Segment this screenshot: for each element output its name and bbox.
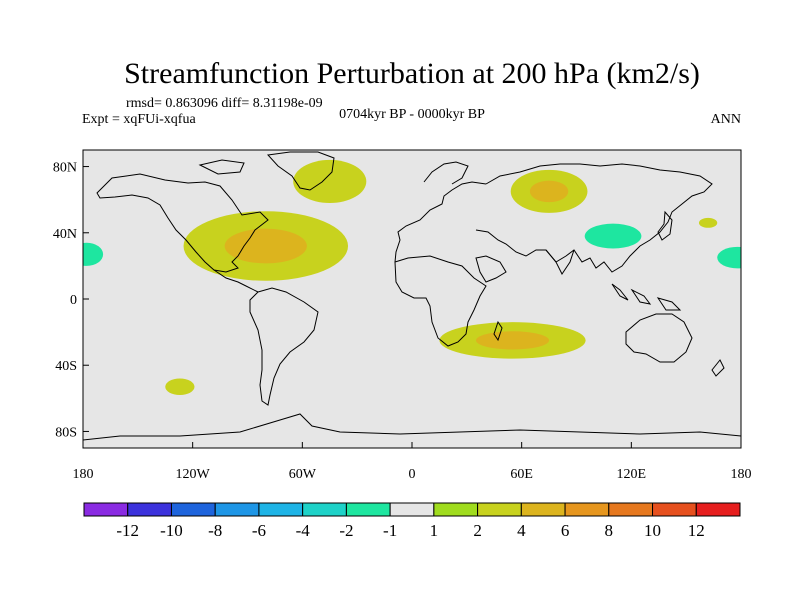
colorbar-swatch (477, 502, 522, 517)
anomaly-southwest-pacific-low (706, 330, 741, 361)
colorbar-label: -12 (116, 521, 139, 540)
y-axis: 80N 40N 0 40S 80S (53, 161, 89, 440)
colorbar-label: -2 (339, 521, 353, 540)
stats-label: rmsd= 0.863096 diff= 8.31198e-09 (126, 96, 323, 111)
colorbar-swatch (695, 502, 741, 517)
colorbar-swatch (652, 502, 697, 517)
y-tick-label: 80N (53, 161, 77, 176)
colorbar-label: -4 (296, 521, 311, 540)
period-label: 0704kyr BP - 0000kyr BP (339, 107, 485, 122)
colorbar-label: 1 (430, 521, 439, 540)
anomaly-caribbean-low (276, 290, 292, 298)
anomaly-south-pacific-low (159, 310, 281, 344)
anomaly-scandinavia-low (406, 163, 473, 203)
anomaly-core-east-asia-low (584, 223, 642, 249)
colorbar-label: 10 (644, 521, 661, 540)
anomaly-kamchatka-high (698, 217, 718, 228)
anomaly-south-atlantic-low (83, 333, 98, 357)
colorbar-swatch (302, 502, 347, 517)
anomaly-core-south-africa-high (475, 331, 550, 350)
colorbar-swatch (127, 502, 172, 517)
anomaly-field (83, 159, 741, 397)
colorbar-label: -8 (208, 521, 222, 540)
x-axis: 180 120W 60W 0 60E 120E 180 (73, 442, 752, 482)
x-tick-label: 180 (731, 467, 752, 482)
x-tick-label: 0 (409, 467, 416, 482)
x-tick-label: 180 (73, 467, 94, 482)
anomaly-southern-ocean-low (709, 376, 736, 397)
anomaly-core-siberia-high (529, 180, 569, 203)
colorbar-swatch (345, 502, 391, 517)
x-tick-label: 60E (510, 467, 533, 482)
colorbar: -12 -10 -8 -6 -4 -2 -1 1 2 4 6 8 10 12 (83, 502, 741, 540)
colorbar-swatch (170, 502, 216, 517)
colorbar-swatch (389, 502, 435, 517)
colorbar-swatch (564, 502, 610, 517)
y-tick-label: 80S (55, 425, 77, 440)
anomaly-core-north-atlantic-high (224, 228, 307, 264)
colorbar-label: -6 (252, 521, 266, 540)
colorbar-label: 8 (605, 521, 614, 540)
colorbar-swatch (433, 502, 479, 517)
colorbar-swatch (608, 502, 654, 517)
colorbar-swatch (214, 502, 260, 517)
colorbar-label: 6 (561, 521, 570, 540)
coastlines (83, 151, 741, 441)
colorbar-swatch (83, 502, 129, 517)
anomaly-north-pacific-low (143, 176, 243, 210)
anomaly-core-pacific-west-low (83, 242, 104, 266)
colorbar-label: 4 (517, 521, 526, 540)
colorbar-label: -1 (383, 521, 397, 540)
anomaly-south-pacific-high (165, 378, 195, 396)
y-tick-label: 0 (70, 293, 77, 308)
colorbar-swatch (258, 502, 304, 517)
expt-label: Expt = xqFUi-xqfua (82, 112, 196, 127)
anomaly-greenland-high (293, 159, 367, 203)
colorbar-label: 12 (688, 521, 705, 540)
colorbar-label: -10 (160, 521, 183, 540)
colorbar-label: 2 (473, 521, 482, 540)
chart-title: Streamfunction Perturbation at 200 hPa (… (124, 57, 700, 90)
anomaly-core-pacific-east-low (717, 246, 741, 269)
x-tick-label: 120W (176, 467, 211, 482)
colorbar-swatch (520, 502, 566, 517)
x-tick-label: 60W (289, 467, 317, 482)
season-label: ANN (711, 112, 741, 127)
x-tick-label: 120E (617, 467, 647, 482)
y-tick-label: 40S (55, 359, 77, 374)
y-tick-label: 40N (53, 227, 77, 242)
